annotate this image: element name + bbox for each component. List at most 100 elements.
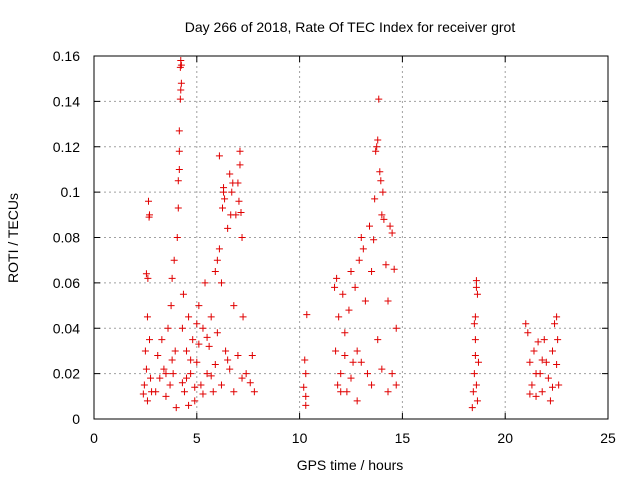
- x-tick-labels: 0 5 10 15 20 25: [90, 430, 616, 446]
- data-point: [548, 383, 556, 391]
- data-point: [379, 188, 387, 196]
- data-point: [142, 365, 150, 373]
- data-point: [472, 277, 480, 285]
- data-point: [341, 351, 349, 359]
- y-tick-label: 0.1: [61, 184, 81, 200]
- data-point: [211, 361, 219, 369]
- data-point: [217, 381, 225, 389]
- data-point: [176, 95, 184, 103]
- data-point: [234, 179, 242, 187]
- y-tick-label: 0.08: [53, 230, 80, 246]
- data-point: [471, 313, 479, 321]
- x-tick-label: 25: [600, 430, 616, 446]
- data-point: [532, 392, 540, 400]
- data-point: [209, 388, 217, 396]
- data-point: [217, 279, 225, 287]
- data-point: [179, 290, 187, 298]
- data-point: [193, 358, 201, 366]
- data-point: [368, 381, 376, 389]
- data-point: [230, 302, 238, 310]
- data-point: [177, 61, 185, 69]
- data-point: [361, 297, 369, 305]
- data-point: [238, 374, 246, 382]
- data-point: [392, 324, 400, 332]
- data-point: [177, 79, 185, 87]
- data-point: [178, 324, 186, 332]
- data-point: [195, 340, 203, 348]
- y-tick-label: 0.16: [53, 48, 80, 64]
- data-point: [386, 222, 394, 230]
- data-point: [164, 324, 172, 332]
- data-point: [471, 336, 479, 344]
- data-point: [203, 333, 211, 341]
- data-point: [173, 234, 181, 241]
- data-point: [177, 57, 185, 65]
- data-point: [226, 170, 234, 178]
- data-point: [228, 188, 236, 196]
- data-point: [215, 152, 223, 160]
- data-point: [526, 390, 534, 398]
- x-tick-label: 5: [193, 430, 201, 446]
- data-point: [377, 177, 385, 185]
- data-point: [373, 143, 381, 151]
- data-point: [191, 397, 199, 405]
- data-point: [359, 245, 367, 253]
- data-point: [553, 361, 561, 369]
- data-point: [392, 381, 400, 389]
- data-point: [335, 313, 343, 321]
- data-point: [224, 224, 232, 232]
- data-point: [201, 279, 209, 287]
- data-point: [378, 365, 386, 373]
- data-point: [232, 211, 240, 219]
- data-point: [343, 388, 351, 396]
- data-point: [366, 222, 374, 230]
- data-point: [224, 356, 232, 364]
- grid-lines: [94, 56, 608, 419]
- data-point: [235, 197, 243, 205]
- y-tick-label: 0.06: [53, 275, 80, 291]
- data-point: [189, 336, 197, 344]
- data-point: [332, 347, 340, 355]
- data-point: [301, 356, 309, 364]
- data-point: [334, 381, 342, 389]
- data-point: [553, 313, 561, 321]
- data-point: [551, 320, 559, 328]
- data-point: [357, 358, 365, 366]
- data-point: [168, 274, 176, 282]
- data-point: [160, 365, 168, 373]
- data-point: [353, 397, 361, 405]
- data-point: [374, 136, 382, 144]
- data-point: [302, 370, 310, 378]
- data-point: [162, 370, 170, 378]
- data-point: [341, 329, 349, 337]
- data-point: [215, 245, 223, 253]
- data-point: [239, 313, 247, 321]
- data-point: [174, 204, 182, 212]
- data-point: [363, 370, 371, 378]
- data-point: [388, 370, 396, 378]
- data-point: [145, 213, 153, 221]
- data-point: [524, 329, 532, 337]
- data-point: [472, 283, 480, 291]
- chart-title: Day 266 of 2018, Rate Of TEC Index for r…: [185, 19, 516, 35]
- data-point: [530, 347, 538, 355]
- data-point: [540, 336, 548, 344]
- data-point: [554, 336, 562, 344]
- data-point: [226, 365, 234, 373]
- y-tick-label: 0: [72, 411, 80, 427]
- data-point: [250, 388, 258, 396]
- y-axis-label: ROTI / TECUs: [5, 193, 21, 283]
- data-point: [302, 401, 310, 409]
- data-point: [168, 356, 176, 364]
- data-point: [538, 356, 546, 364]
- data-point: [175, 147, 183, 155]
- data-point: [199, 390, 207, 398]
- x-tick-label: 0: [90, 430, 98, 446]
- data-point: [542, 358, 550, 366]
- data-point: [371, 195, 379, 203]
- data-point: [473, 290, 481, 298]
- data-point: [185, 313, 193, 321]
- data-point: [548, 347, 556, 355]
- data-point: [193, 320, 201, 328]
